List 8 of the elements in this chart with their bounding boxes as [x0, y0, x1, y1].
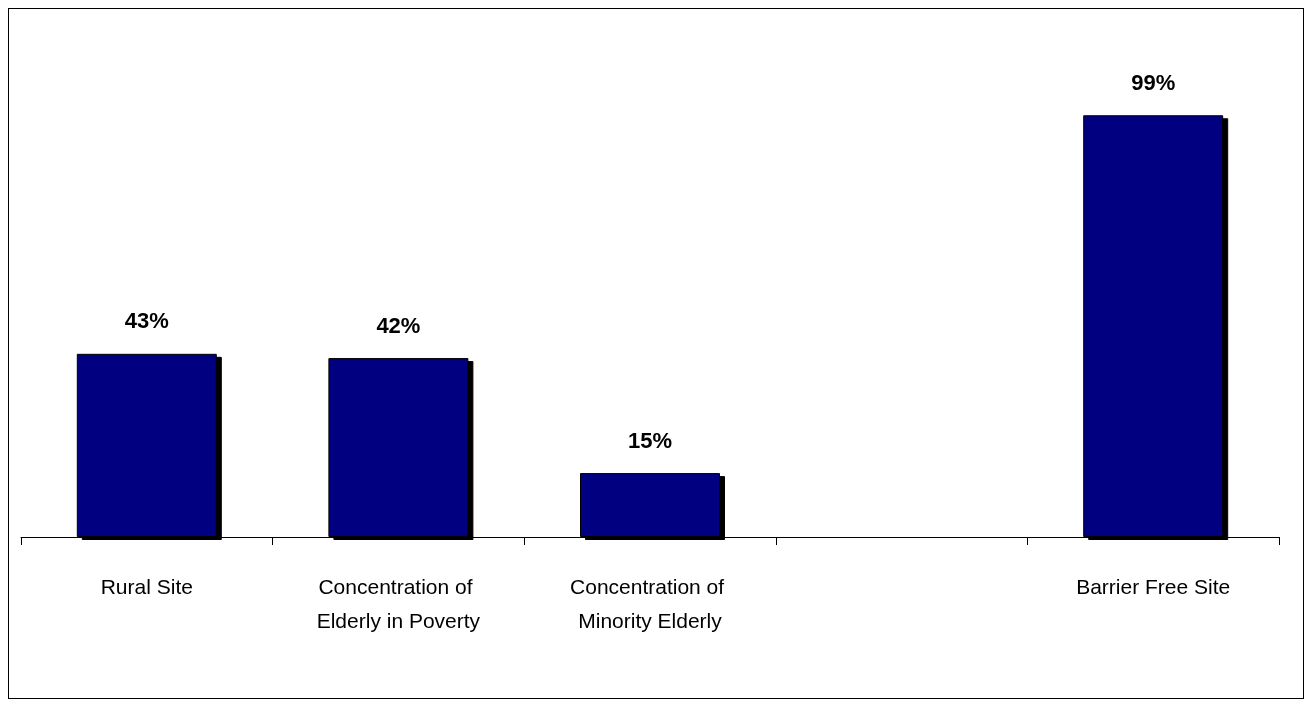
x-tick-label: Rural Site: [100, 574, 193, 598]
data-label: 99%: [1131, 69, 1176, 95]
x-tick-label: Barrier Free Site: [1076, 574, 1231, 598]
data-label: 43%: [124, 308, 169, 334]
x-tick-label: Concentration of Elderly in Poverty: [316, 574, 481, 632]
data-label: 15%: [627, 427, 673, 453]
x-tick-label: Concentration of Minority Elderly: [570, 574, 730, 632]
data-label: 42%: [376, 312, 421, 338]
